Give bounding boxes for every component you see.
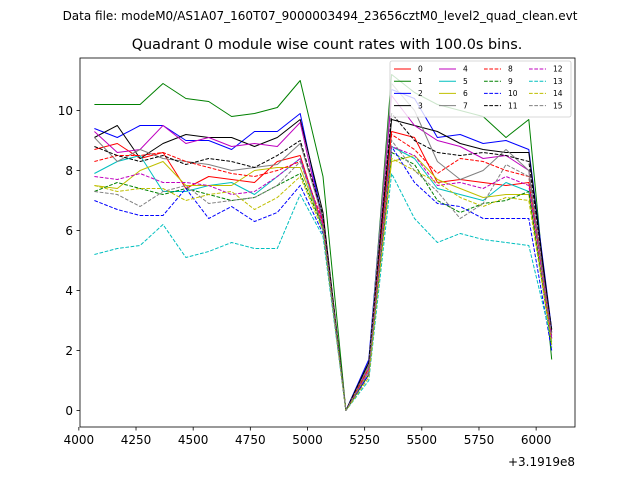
y-tick-label: 4 — [65, 284, 73, 298]
legend-box — [389, 60, 572, 118]
series-line-3 — [94, 119, 553, 411]
legend-label-15: 15 — [553, 101, 563, 110]
legend-label-12: 12 — [553, 65, 563, 74]
legend-label-3: 3 — [418, 101, 423, 110]
series-line-7 — [94, 83, 553, 411]
axes-frame — [79, 57, 576, 428]
x-tick-label: 4250 — [121, 433, 152, 447]
chart-title: Quadrant 0 module wise count rates with … — [132, 37, 523, 53]
legend-label-2: 2 — [418, 89, 423, 98]
y-axis: 0 2 4 6 8 10 — [58, 104, 80, 418]
legend-label-8: 8 — [508, 65, 513, 74]
y-tick-label: 10 — [58, 104, 73, 118]
y-tick-label: 6 — [65, 224, 73, 238]
legend-label-11: 11 — [508, 101, 518, 110]
x-tick-label: 6000 — [521, 433, 552, 447]
x-tick-label: 4000 — [64, 433, 95, 447]
plot-area — [80, 58, 575, 427]
x-tick-label: 5500 — [407, 433, 438, 447]
series-layer — [94, 74, 553, 411]
series-line-8 — [94, 134, 553, 411]
x-tick-label: 4500 — [178, 433, 209, 447]
legend-label-14: 14 — [553, 89, 563, 98]
series-line-4 — [94, 95, 553, 411]
y-tick-label: 0 — [65, 404, 73, 418]
x-tick-label: 4750 — [235, 433, 266, 447]
x-axis-offset-label: +3.1919e8 — [508, 455, 575, 469]
y-tick-label: 8 — [65, 164, 73, 178]
legend-label-6: 6 — [463, 89, 468, 98]
series-line-15 — [94, 140, 553, 411]
legend-label-4: 4 — [463, 65, 468, 74]
plot-background — [80, 58, 575, 427]
x-tick-label: 5750 — [464, 433, 495, 447]
y-tick-label: 2 — [65, 344, 73, 358]
legend-label-10: 10 — [508, 89, 518, 98]
legend-label-5: 5 — [463, 77, 468, 86]
legend-label-7: 7 — [463, 101, 468, 110]
x-tick-label: 5250 — [349, 433, 380, 447]
legend-label-1: 1 — [418, 77, 423, 86]
legend-label-0: 0 — [418, 65, 423, 74]
series-line-11 — [94, 113, 553, 411]
legend-label-9: 9 — [508, 77, 513, 86]
series-line-14 — [94, 158, 553, 411]
series-line-12 — [94, 146, 553, 411]
x-tick-label: 5000 — [292, 433, 323, 447]
series-line-13 — [94, 173, 553, 411]
figure-suptitle: Data file: modeM0/AS1A07_160T07_90000034… — [63, 9, 578, 23]
x-axis: 4000 4250 4500 4750 5000 5250 5500 5750 6000 — [64, 427, 552, 447]
legend-label-13: 13 — [553, 77, 563, 86]
